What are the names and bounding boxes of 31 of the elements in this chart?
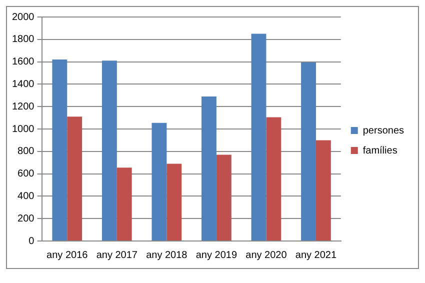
y-tick-label: 800 bbox=[18, 146, 35, 158]
bar bbox=[316, 140, 331, 240]
bar bbox=[266, 117, 282, 240]
bar bbox=[202, 96, 216, 240]
bar bbox=[166, 164, 182, 240]
x-tick-label: any 2021 bbox=[295, 250, 337, 261]
x-tick-label: any 2019 bbox=[196, 250, 238, 261]
bar bbox=[152, 122, 167, 240]
y-tick-label: 1200 bbox=[12, 101, 35, 112]
y-tick-label: 600 bbox=[18, 168, 35, 180]
y-tick-label: 200 bbox=[18, 213, 35, 224]
x-tick-label: any 2018 bbox=[146, 250, 188, 261]
bar bbox=[67, 116, 82, 240]
y-tick-label: 400 bbox=[18, 190, 35, 202]
y-tick-label: 1800 bbox=[12, 34, 35, 46]
y-tick-label: 1600 bbox=[12, 56, 35, 68]
bar bbox=[52, 60, 68, 240]
bar bbox=[116, 168, 132, 240]
y-tick-label: 0 bbox=[28, 236, 35, 247]
y-tick-label: 1400 bbox=[12, 78, 35, 90]
legend-label: persones bbox=[362, 125, 404, 136]
x-tick-label: any 2016 bbox=[46, 250, 88, 261]
x-tick-label: any 2017 bbox=[96, 250, 138, 261]
y-tick-label: 1000 bbox=[12, 124, 35, 135]
bar bbox=[102, 60, 117, 240]
bar bbox=[216, 154, 232, 240]
legend-label: famílies bbox=[362, 145, 398, 156]
bar bbox=[251, 34, 266, 240]
y-tick-label: 2000 bbox=[12, 12, 35, 23]
bar bbox=[301, 62, 316, 240]
x-tick-label: any 2020 bbox=[246, 250, 288, 261]
